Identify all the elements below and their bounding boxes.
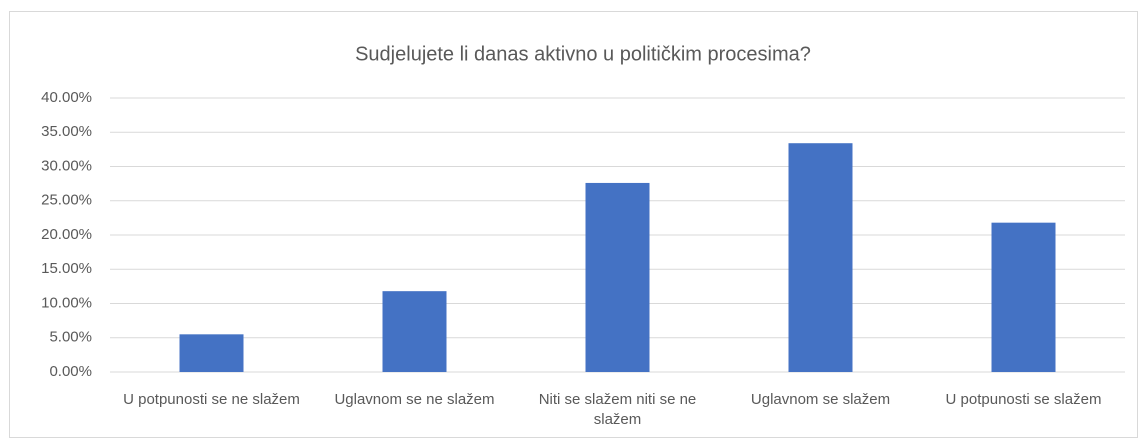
y-tick-label: 25.00% [41,192,92,209]
y-tick-label: 40.00% [41,89,92,106]
y-tick-label: 0.00% [49,363,92,380]
bar [788,143,853,372]
chart-title: Sudjelujete li danas aktivno u politički… [355,43,811,65]
y-tick-label: 30.00% [41,157,92,174]
y-tick-label: 10.00% [41,294,92,311]
bar [179,334,244,372]
x-tick-label: Niti se slažem niti se ne slažem [538,391,697,428]
x-tick-label: Uglavnom se ne slažem [334,391,495,408]
x-tick-label: Uglavnom se slažem [750,391,891,408]
bar [382,291,447,372]
y-tick-label: 15.00% [41,260,92,277]
bar [991,222,1056,372]
y-tick-label: 5.00% [49,329,92,346]
x-tick-label: U potpunosti se slažem [945,391,1102,408]
bar [585,182,650,372]
x-tick-label: U potpunosti se ne slažem [123,391,300,408]
y-tick-label: 35.00% [41,123,92,140]
chart-border [9,11,1138,438]
y-tick-label: 20.00% [41,226,92,243]
